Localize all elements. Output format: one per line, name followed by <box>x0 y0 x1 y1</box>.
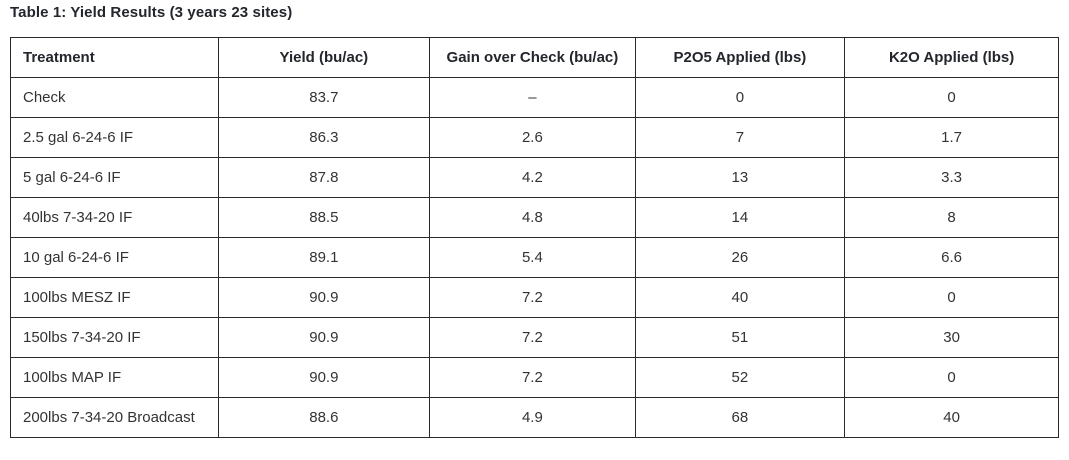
value-cell: 51 <box>634 317 846 358</box>
treatment-cell: 5 gal 6-24-6 IF <box>10 157 219 198</box>
value-cell: 89.1 <box>217 237 431 278</box>
column-header-gain-over-check: Gain over Check (bu/ac) <box>429 37 636 78</box>
column-header-p2o5-applied: P2O5 Applied (lbs) <box>634 37 846 78</box>
value-cell: 4.2 <box>429 157 636 198</box>
treatment-cell: 100lbs MAP IF <box>10 357 219 398</box>
value-cell: 5.4 <box>429 237 636 278</box>
value-cell: 7.2 <box>429 277 636 318</box>
value-cell: 40 <box>634 277 846 318</box>
value-cell: 7 <box>634 117 846 158</box>
table-row: 200lbs 7-34-20 Broadcast 88.6 4.9 68 40 <box>10 397 1059 438</box>
value-cell: 14 <box>634 197 846 238</box>
value-cell: 7.2 <box>429 357 636 398</box>
header-row: Treatment Yield (bu/ac) Gain over Check … <box>10 37 1059 78</box>
value-cell: 83.7 <box>217 77 431 118</box>
value-cell: 0 <box>844 357 1059 398</box>
value-cell: 90.9 <box>217 277 431 318</box>
table-row: 100lbs MESZ IF 90.9 7.2 40 0 <box>10 277 1059 318</box>
value-cell: 13 <box>634 157 846 198</box>
value-cell: 88.5 <box>217 197 431 238</box>
treatment-cell: 150lbs 7-34-20 IF <box>10 317 219 358</box>
value-cell: 86.3 <box>217 117 431 158</box>
treatment-cell: 100lbs MESZ IF <box>10 277 219 318</box>
treatment-cell: 40lbs 7-34-20 IF <box>10 197 219 238</box>
value-cell: 8 <box>844 197 1059 238</box>
treatment-cell: 2.5 gal 6-24-6 IF <box>10 117 219 158</box>
column-header-yield: Yield (bu/ac) <box>217 37 431 78</box>
column-header-k2o-applied: K2O Applied (lbs) <box>844 37 1059 78</box>
value-cell: 2.6 <box>429 117 636 158</box>
value-cell: 0 <box>844 277 1059 318</box>
value-cell: 26 <box>634 237 846 278</box>
value-cell: 30 <box>844 317 1059 358</box>
value-cell: 0 <box>634 77 846 118</box>
table-header: Treatment Yield (bu/ac) Gain over Check … <box>10 37 1059 78</box>
table-row: 5 gal 6-24-6 IF 87.8 4.2 13 3.3 <box>10 157 1059 198</box>
value-cell: 1.7 <box>844 117 1059 158</box>
value-cell: 7.2 <box>429 317 636 358</box>
table-row: 2.5 gal 6-24-6 IF 86.3 2.6 7 1.7 <box>10 117 1059 158</box>
value-cell: 68 <box>634 397 846 438</box>
table-row: 10 gal 6-24-6 IF 89.1 5.4 26 6.6 <box>10 237 1059 278</box>
treatment-cell: 200lbs 7-34-20 Broadcast <box>10 397 219 438</box>
value-cell: 4.9 <box>429 397 636 438</box>
value-cell: 6.6 <box>844 237 1059 278</box>
table-row: 40lbs 7-34-20 IF 88.5 4.8 14 8 <box>10 197 1059 238</box>
treatment-cell: 10 gal 6-24-6 IF <box>10 237 219 278</box>
value-cell: 52 <box>634 357 846 398</box>
table-row: 100lbs MAP IF 90.9 7.2 52 0 <box>10 357 1059 398</box>
table-body: Check 83.7–0 0 2.5 gal 6-24-6 IF 86.3 2.6 7 1.7… <box>10 77 1059 438</box>
value-cell: 90.9 <box>217 357 431 398</box>
table-row: 150lbs 7-34-20 IF 90.9 7.2 51 30 <box>10 317 1059 358</box>
table-caption: Table 1: Yield Results (3 years 23 sites… <box>10 4 293 21</box>
value-cell: 3.3 <box>844 157 1059 198</box>
value-cell: 0 <box>844 77 1059 118</box>
value-cell: 87.8 <box>217 157 431 198</box>
table-row: Check 83.7–0 0 <box>10 77 1059 118</box>
yield-results-table: Treatment Yield (bu/ac) Gain over Check … <box>10 37 1059 438</box>
value-cell: 40 <box>844 397 1059 438</box>
value-cell: – <box>429 77 636 118</box>
value-cell: 90.9 <box>217 317 431 358</box>
value-cell: 88.6 <box>217 397 431 438</box>
treatment-cell: Check <box>10 77 219 118</box>
column-header-treatment: Treatment <box>10 37 219 78</box>
value-cell: 4.8 <box>429 197 636 238</box>
